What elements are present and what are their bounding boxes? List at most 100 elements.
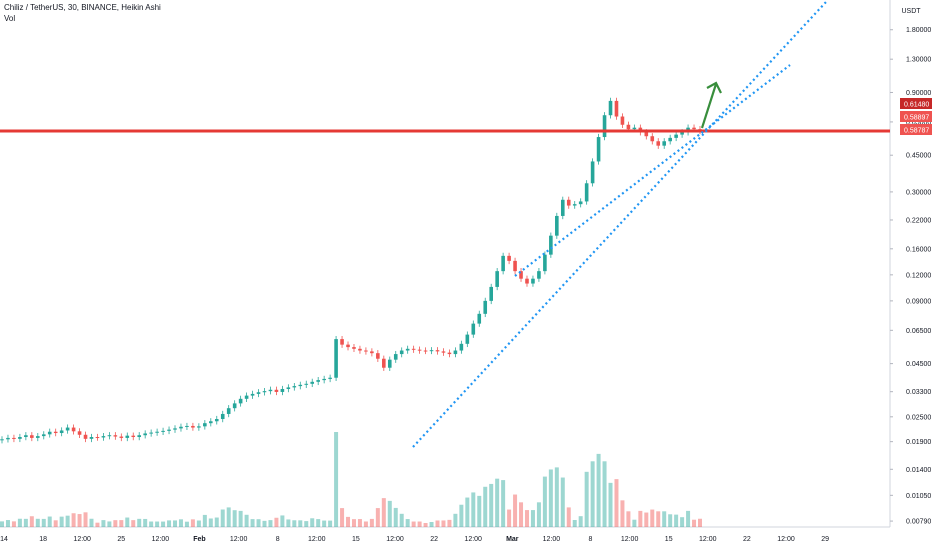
- candle-body: [244, 395, 249, 399]
- volume-bar: [489, 483, 494, 527]
- candle-body: [220, 413, 225, 420]
- candle-body: [125, 435, 130, 438]
- candle-body: [513, 260, 517, 272]
- volume-bar: [226, 507, 231, 527]
- symbol-title[interactable]: Chiliz / TetherUS, 30, BINANCE, Heikin A…: [4, 3, 161, 12]
- candle-body: [602, 115, 607, 138]
- candle-body: [364, 350, 368, 352]
- volume-bar: [155, 521, 160, 527]
- volume-bar: [554, 467, 559, 527]
- volume-bar: [0, 521, 4, 527]
- candle-body: [340, 339, 344, 345]
- candle-body: [549, 235, 553, 255]
- candlestick-series: [0, 97, 702, 444]
- volume-bar: [363, 521, 368, 527]
- candle-body: [143, 433, 147, 436]
- volume-bar: [680, 517, 685, 527]
- x-tick-label: 12:00: [777, 536, 795, 543]
- candle-body: [59, 430, 64, 434]
- price-axis[interactable]: USDT 1.80000 1.30000 0.90000 0.65000 0.45000 0…: [890, 8, 932, 526]
- candle-body: [167, 429, 171, 431]
- candle-body: [393, 354, 398, 360]
- candle-body: [250, 393, 255, 396]
- candle-body: [352, 347, 356, 349]
- x-tick-label: 12:00: [621, 536, 639, 543]
- candle-body: [83, 434, 88, 439]
- candle-body: [268, 389, 273, 392]
- price-tag-bg: [900, 124, 932, 135]
- candle-body: [226, 408, 231, 414]
- y-tick-label: 0.16000: [906, 246, 931, 253]
- candle-body: [280, 388, 285, 392]
- price-tag: 0.61480: [900, 98, 932, 109]
- volume-bar: [381, 498, 386, 527]
- candle-body: [77, 431, 82, 435]
- candle-body: [459, 343, 464, 351]
- candle-body: [107, 435, 112, 437]
- candle-body: [453, 350, 458, 355]
- candle-body: [191, 425, 195, 428]
- x-tick-label: 8: [589, 536, 593, 543]
- arrow-shaft: [700, 83, 718, 129]
- volume-bar: [674, 514, 679, 527]
- candle-body: [179, 426, 183, 429]
- candle-body: [399, 350, 404, 355]
- volume-bar: [387, 500, 392, 527]
- candle-body: [656, 141, 661, 146]
- candle-body: [644, 132, 649, 137]
- volume-bar: [244, 514, 249, 527]
- candle-body: [614, 100, 619, 117]
- candle-body: [149, 432, 153, 434]
- volume-bar: [304, 521, 309, 527]
- candle-body: [525, 278, 529, 284]
- candle-body: [232, 403, 237, 409]
- volume-bar: [208, 518, 213, 527]
- volume-bar: [149, 521, 154, 527]
- y-tick-label: 0.22000: [906, 217, 931, 224]
- candle-body: [471, 323, 476, 335]
- candle-body: [101, 436, 106, 438]
- candle-body: [376, 353, 380, 359]
- volume-indicator-label[interactable]: Vol: [4, 14, 16, 23]
- volume-bar: [650, 509, 655, 527]
- volume-bar: [602, 461, 607, 527]
- volume-bar: [393, 507, 398, 527]
- volume-bar: [190, 519, 195, 527]
- volume-bar: [113, 520, 118, 527]
- volume-bar: [459, 504, 464, 527]
- volume-bar: [101, 520, 106, 527]
- candle-body: [626, 124, 631, 130]
- candle-body: [18, 437, 22, 439]
- volume-bar: [256, 519, 261, 527]
- candle-body: [405, 348, 410, 351]
- volume-bar: [560, 477, 565, 527]
- volume-bar: [668, 514, 673, 527]
- chart-header: Chiliz / TetherUS, 30, BINANCE, Heikin A…: [4, 2, 161, 24]
- volume-bar: [328, 520, 333, 527]
- candle-body: [274, 389, 279, 392]
- drawings[interactable]: [0, 1, 890, 448]
- volume-bar: [77, 514, 82, 527]
- candle-body: [119, 436, 124, 438]
- candle-body: [692, 127, 696, 130]
- candle-body: [262, 391, 267, 393]
- candle-body: [155, 431, 159, 433]
- volume-bar: [5, 520, 10, 527]
- candle-body: [53, 431, 58, 434]
- candle-body: [161, 430, 165, 432]
- time-axis[interactable]: 14 18 12:00 25 12:00 Feb 12:00 8 12:00 15 12:00 22 1…: [0, 536, 829, 543]
- x-tick-label: 29: [821, 536, 829, 543]
- volume-bar: [232, 510, 237, 527]
- candle-body: [668, 137, 672, 142]
- volume-bar: [692, 519, 697, 527]
- x-tick-label: 12:00: [464, 536, 482, 543]
- volume-bar: [429, 522, 434, 527]
- volume-bar: [441, 520, 446, 527]
- y-tick-label: 0.04500: [906, 361, 931, 368]
- candle-body: [387, 359, 392, 368]
- candle-body: [214, 419, 219, 422]
- volume-bar: [310, 518, 315, 527]
- volume-bar: [83, 512, 88, 527]
- candle-body: [411, 348, 416, 350]
